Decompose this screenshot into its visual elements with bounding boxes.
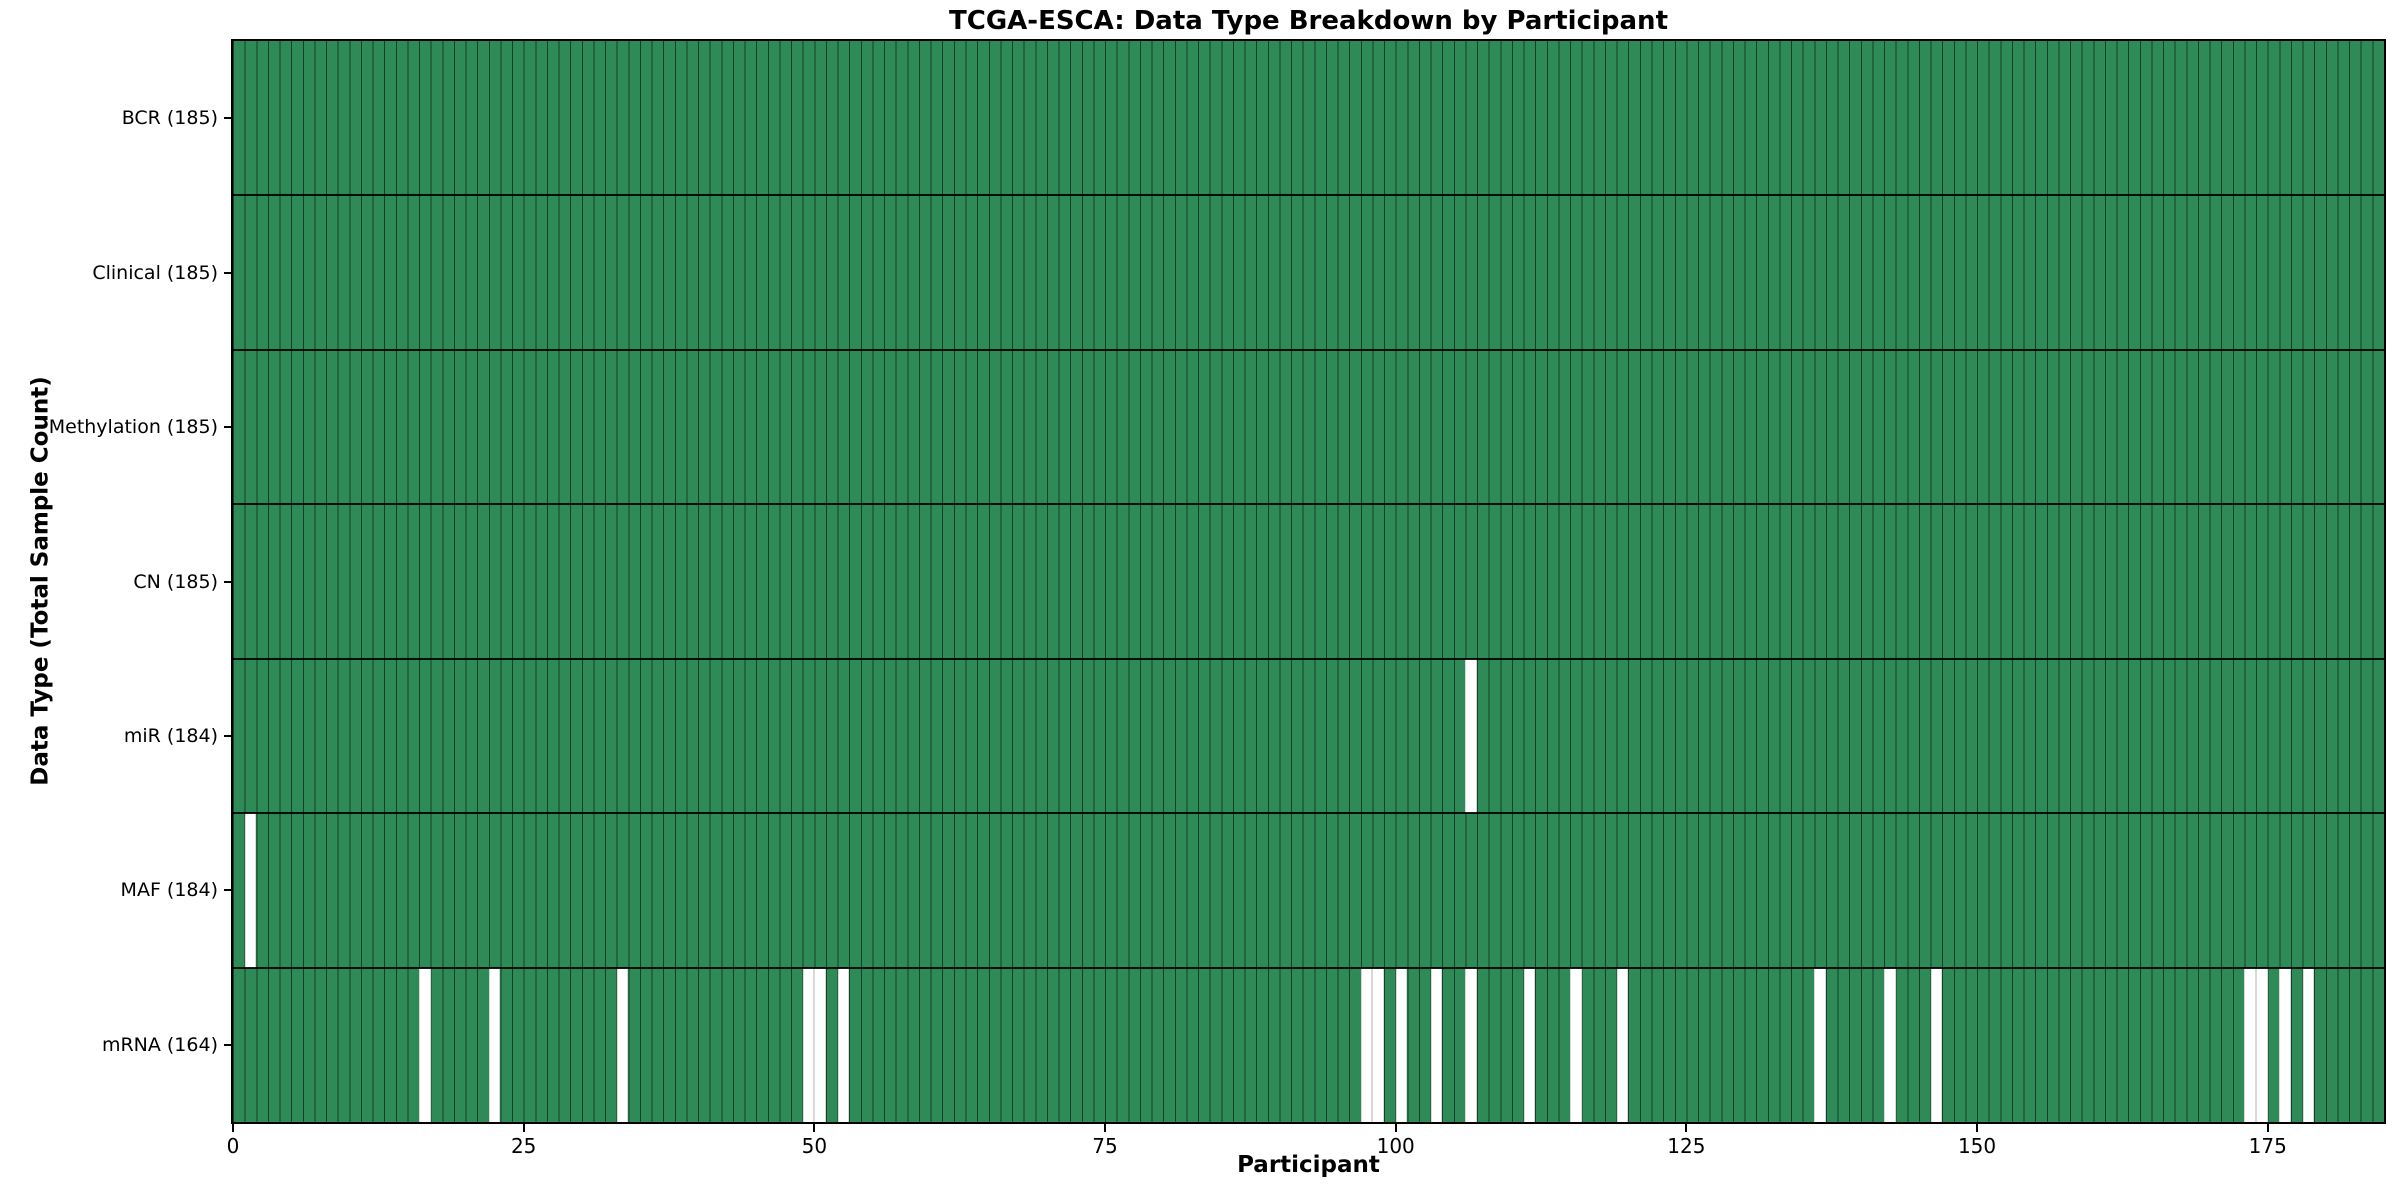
- data-type-row-mrna: [233, 967, 2384, 1122]
- y-tick-label-cn: CN (185): [133, 570, 218, 593]
- absent-cell-mrna-16: [419, 967, 431, 1122]
- absent-cell-mir-106: [1465, 658, 1478, 814]
- participant-column-separators: [233, 504, 2384, 659]
- y-tick-label-clinical: Clinical (185): [92, 261, 218, 284]
- x-tick-mark-50: [813, 1123, 816, 1132]
- absent-cell-mrna-100: [1395, 967, 1408, 1122]
- participant-column-separators: [233, 349, 2384, 505]
- chart-title: TCGA-ESCA: Data Type Breakdown by Partic…: [949, 6, 1668, 36]
- absent-cell-mrna-103: [1430, 967, 1443, 1122]
- data-type-row-maf: [233, 813, 2384, 968]
- x-tick-label-25: 25: [510, 1134, 537, 1158]
- x-tick-label-75: 75: [1092, 1134, 1118, 1158]
- absent-cell-mrna-142: [1884, 967, 1896, 1122]
- y-tick-mark-maf: [224, 889, 233, 892]
- absent-cell-mrna-115: [1570, 967, 1582, 1122]
- x-tick-mark-175: [2266, 1123, 2269, 1132]
- y-tick-mark-clinical: [224, 271, 233, 274]
- y-tick-mark-mir: [224, 734, 233, 737]
- data-type-row-cn: [233, 504, 2384, 659]
- row-boundary-line: [233, 966, 2384, 969]
- absent-cell-mrna-111: [1523, 967, 1536, 1122]
- plot-area: PresentAbsent: [231, 39, 2386, 1124]
- absent-cell-mrna-52: [837, 967, 850, 1122]
- x-tick-mark-150: [1976, 1123, 1979, 1132]
- row-boundary-line: [233, 348, 2384, 351]
- absent-cell-mrna-119: [1616, 967, 1629, 1122]
- y-tick-mark-bcr: [224, 117, 233, 120]
- x-tick-label-100: 100: [1376, 1134, 1415, 1158]
- y-axis-label-wrap: Data Type (Total Sample Count): [26, 0, 56, 1162]
- x-tick-mark-0: [232, 1123, 234, 1132]
- y-tick-label-mir: miR (184): [123, 724, 218, 747]
- participant-column-separators: [233, 813, 2384, 968]
- absent-cell-mrna-98: [1372, 967, 1385, 1122]
- row-boundary-line: [233, 657, 2384, 660]
- row-boundary-line: [233, 812, 2384, 815]
- x-tick-mark-100: [1394, 1123, 1397, 1132]
- data-type-row-mir: [233, 658, 2384, 814]
- row-boundary-line: [233, 194, 2384, 197]
- absent-cell-mrna-136: [1814, 967, 1826, 1122]
- y-tick-label-bcr: BCR (185): [121, 107, 218, 130]
- data-type-row-methylation: [233, 349, 2384, 505]
- participant-column-separators: [233, 41, 2384, 196]
- y-tick-mark-mrna: [224, 1043, 233, 1046]
- absent-cell-maf-1: [244, 813, 257, 968]
- y-tick-mark-methylation: [224, 426, 233, 429]
- y-tick-label-mrna: mRNA (164): [101, 1033, 218, 1056]
- x-tick-mark-25: [522, 1123, 525, 1132]
- x-tick-label-50: 50: [801, 1134, 828, 1158]
- x-tick-label-125: 125: [1667, 1134, 1706, 1158]
- absent-cell-mrna-174: [2256, 967, 2268, 1122]
- participant-column-separators: [233, 195, 2384, 350]
- absent-cell-mrna-33: [616, 967, 629, 1122]
- absent-cell-mrna-178: [2302, 967, 2315, 1122]
- x-tick-label-175: 175: [2248, 1134, 2287, 1158]
- absent-cell-mrna-176: [2279, 967, 2291, 1122]
- x-tick-mark-75: [1104, 1123, 1107, 1132]
- x-axis-label: Participant: [1237, 1152, 1380, 1178]
- x-tick-label-150: 150: [1957, 1134, 1997, 1158]
- absent-cell-mrna-97: [1360, 967, 1373, 1122]
- absent-cell-mrna-106: [1465, 967, 1478, 1122]
- absent-cell-mrna-146: [1930, 967, 1943, 1122]
- y-tick-label-methylation: Methylation (185): [48, 416, 218, 439]
- data-type-row-bcr: [233, 41, 2384, 196]
- absent-cell-mrna-50: [814, 967, 826, 1122]
- absent-cell-mrna-22: [488, 967, 501, 1122]
- y-tick-label-maf: MAF (184): [120, 879, 218, 902]
- absent-cell-mrna-173: [2244, 967, 2257, 1122]
- x-tick-label-0: 0: [226, 1134, 240, 1158]
- participant-column-separators: [233, 967, 2384, 1122]
- data-type-row-clinical: [233, 195, 2384, 350]
- y-tick-mark-cn: [224, 580, 233, 583]
- x-tick-mark-125: [1685, 1123, 1688, 1132]
- participant-column-separators: [233, 658, 2384, 814]
- row-boundary-line: [233, 503, 2384, 506]
- absent-cell-mrna-49: [802, 967, 815, 1122]
